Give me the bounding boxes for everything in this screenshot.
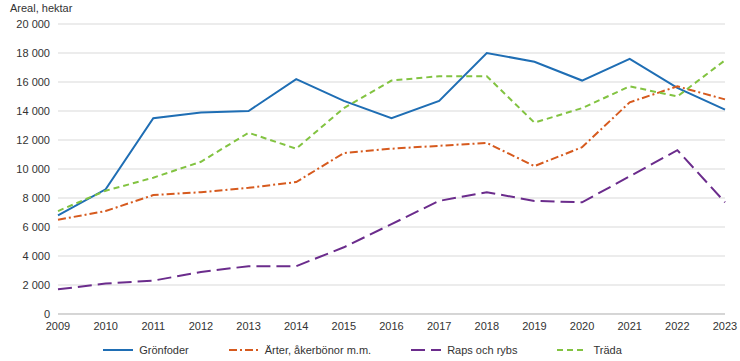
svg-text:2020: 2020 (570, 320, 594, 332)
svg-text:18 000: 18 000 (16, 47, 50, 59)
svg-text:2016: 2016 (379, 320, 403, 332)
svg-text:12 000: 12 000 (16, 134, 50, 146)
svg-text:0: 0 (44, 308, 50, 320)
html-text:Areal, hektar: Areal, hektar (10, 2, 73, 14)
svg-text:2015: 2015 (332, 320, 356, 332)
svg-text:10 000: 10 000 (16, 163, 50, 175)
svg-text:20 000: 20 000 (16, 18, 50, 30)
html-text:Grönfoder: Grönfoder (139, 344, 189, 356)
svg-text:14 000: 14 000 (16, 105, 50, 117)
svg-text:4 000: 4 000 (22, 250, 50, 262)
svg-text:16 000: 16 000 (16, 76, 50, 88)
html-text:Ärter, åkerbönor m.m.: Ärter, åkerbönor m.m. (264, 344, 372, 356)
svg-text:6 000: 6 000 (22, 221, 50, 233)
svg-text:2 000: 2 000 (22, 279, 50, 291)
svg-text:2010: 2010 (93, 320, 117, 332)
html-text:Raps och rybs: Raps och rybs (447, 344, 518, 356)
svg-text:2013: 2013 (236, 320, 260, 332)
svg-text:2017: 2017 (427, 320, 451, 332)
svg-text:8 000: 8 000 (22, 192, 50, 204)
svg-text:2014: 2014 (284, 320, 308, 332)
html-text:Träda: Träda (593, 344, 622, 356)
svg-text:2022: 2022 (665, 320, 689, 332)
svg-text:2012: 2012 (189, 320, 213, 332)
svg-text:2018: 2018 (475, 320, 499, 332)
svg-text:2023: 2023 (713, 320, 732, 332)
svg-text:2019: 2019 (522, 320, 546, 332)
svg-text:2021: 2021 (617, 320, 641, 332)
svg-text:2011: 2011 (141, 320, 165, 332)
svg-text:2009: 2009 (46, 320, 70, 332)
